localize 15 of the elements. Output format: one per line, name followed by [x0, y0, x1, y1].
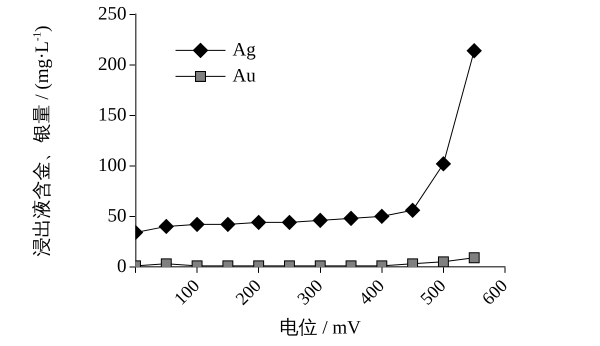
y-tick-label: 50 [108, 205, 126, 226]
x-tick-label: 500 [416, 276, 450, 309]
x-tick-label: 100 [170, 276, 204, 309]
x-tick-label: 600 [478, 276, 512, 309]
legend-label: Ag [232, 39, 256, 60]
x-tick-label: 400 [354, 276, 388, 309]
x-tick-label: 200 [232, 276, 265, 309]
y-tick-label: 100 [98, 154, 126, 176]
x-axis-title: 电位 / mV [280, 318, 362, 339]
y-tick-label: 250 [98, 3, 126, 24]
y-tick-label: 150 [98, 104, 126, 126]
y-tick-label: 200 [98, 54, 126, 75]
x-tick-label: 300 [293, 276, 326, 309]
legend-label: Au [232, 65, 256, 86]
y-tick-label: 0 [117, 256, 126, 277]
